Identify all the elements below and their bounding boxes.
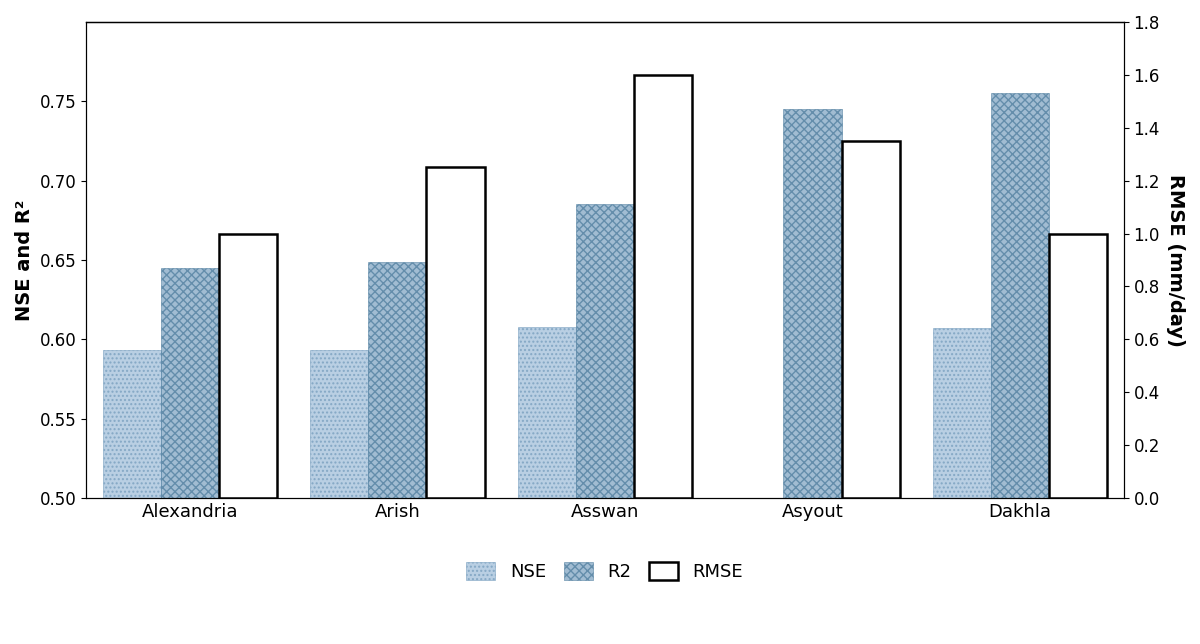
Bar: [576, 204, 634, 644]
Bar: [634, 75, 692, 498]
Bar: [1049, 234, 1108, 498]
Bar: [426, 167, 485, 498]
Bar: [161, 268, 218, 644]
Bar: [991, 93, 1049, 644]
Bar: [932, 328, 991, 644]
Bar: [310, 350, 368, 644]
Y-axis label: NSE and R²: NSE and R²: [14, 199, 34, 321]
Bar: [841, 141, 900, 498]
Y-axis label: RMSE (mm/day): RMSE (mm/day): [1166, 173, 1186, 346]
Bar: [103, 350, 161, 644]
Legend: NSE, R2, RMSE: NSE, R2, RMSE: [460, 554, 750, 589]
Bar: [725, 501, 784, 644]
Bar: [368, 261, 426, 644]
Bar: [784, 109, 841, 644]
Bar: [517, 327, 576, 644]
Bar: [218, 234, 277, 498]
